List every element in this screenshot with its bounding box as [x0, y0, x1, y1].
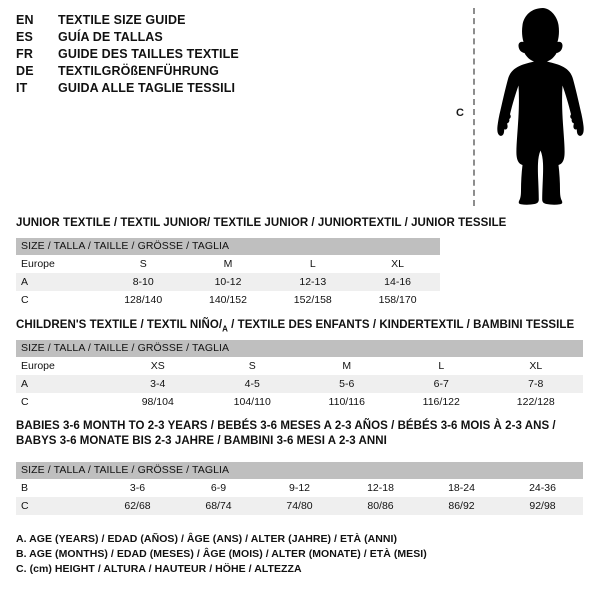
babies-cell: 18-24 [421, 479, 502, 497]
junior-row-label: Europe [16, 255, 101, 273]
babies-cell: 6-9 [178, 479, 259, 497]
babies-band-label: SIZE / TALLA / TAILLE / GRÖSSE / TAGLIA [16, 462, 583, 479]
height-measure-label: C [456, 107, 464, 119]
junior-cell: S [100, 255, 186, 273]
table-row: C 128/140 140/152 152/158 158/170 [16, 291, 440, 309]
junior-size-table: SIZE / TALLA / TAILLE / GRÖSSE / TAGLIA … [16, 238, 440, 309]
junior-cell: 14-16 [355, 273, 440, 291]
children-row-label: Europe [16, 357, 111, 375]
table-row: A 8-10 10-12 12-13 14-16 [16, 273, 440, 291]
babies-cell: 12-18 [340, 479, 421, 497]
children-title-post: / TEXTILE DES ENFANTS / KINDERTEXTIL / B… [227, 319, 575, 331]
language-title-block: EN TEXTILE SIZE GUIDE ES GUÍA DE TALLAS … [16, 12, 416, 97]
junior-cell: M [185, 255, 271, 273]
language-code: DE [16, 64, 34, 78]
babies-cell: 92/98 [502, 497, 583, 515]
language-title: TEXTILGRÖßENFÜHRUNG [58, 64, 219, 78]
height-dashed-line-icon [473, 8, 475, 206]
table-row: Europe XS S M L XL [16, 357, 583, 375]
table-row: C 98/104 104/110 110/116 116/122 122/128 [16, 393, 583, 411]
language-code: IT [16, 81, 28, 95]
babies-size-table: SIZE / TALLA / TAILLE / GRÖSSE / TAGLIA … [16, 462, 583, 515]
children-cell: L [394, 357, 489, 375]
children-section-title: CHILDREN'S TEXTILE / TEXTIL NIÑO/A / TEX… [16, 318, 574, 336]
language-row: IT GUIDA ALLE TAGLIE TESSILI [16, 80, 416, 97]
children-title-slash: / [218, 319, 223, 331]
babies-cell: 9-12 [259, 479, 340, 497]
children-row-label: C [16, 393, 111, 411]
legend-block: A. AGE (YEARS) / EDAD (AÑOS) / ÂGE (ANS)… [16, 532, 427, 577]
junior-section-title: JUNIOR TEXTILE / TEXTIL JUNIOR/ TEXTILE … [16, 217, 507, 229]
children-cell: M [299, 357, 394, 375]
babies-cell: 80/86 [340, 497, 421, 515]
babies-row-label: C [16, 497, 97, 515]
children-cell: 104/110 [205, 393, 300, 411]
junior-cell: XL [355, 255, 440, 273]
children-band-label: SIZE / TALLA / TAILLE / GRÖSSE / TAGLIA [16, 340, 583, 357]
toddler-silhouette-icon [497, 8, 584, 205]
babies-cell: 74/80 [259, 497, 340, 515]
table-row: B 3-6 6-9 9-12 12-18 18-24 24-36 [16, 479, 583, 497]
junior-cell: 158/170 [355, 291, 440, 309]
language-code: FR [16, 47, 34, 61]
junior-table-band-row: SIZE / TALLA / TAILLE / GRÖSSE / TAGLIA [16, 238, 440, 255]
language-row: EN TEXTILE SIZE GUIDE [16, 12, 416, 29]
babies-cell: 62/68 [97, 497, 178, 515]
table-row: A 3-4 4-5 5-6 6-7 7-8 [16, 375, 583, 393]
children-row-label: A [16, 375, 111, 393]
children-cell: 116/122 [394, 393, 489, 411]
babies-table-band-row: SIZE / TALLA / TAILLE / GRÖSSE / TAGLIA [16, 462, 583, 479]
children-cell: 4-5 [205, 375, 300, 393]
children-cell: 6-7 [394, 375, 489, 393]
language-title: TEXTILE SIZE GUIDE [58, 13, 186, 27]
language-code: EN [16, 13, 34, 27]
table-row: Europe S M L XL [16, 255, 440, 273]
language-title: GUIDE DES TAILLES TEXTILE [58, 47, 239, 61]
junior-cell: 8-10 [100, 273, 186, 291]
children-title-subscript: A [222, 324, 228, 334]
language-code: ES [16, 30, 34, 44]
junior-cell: 128/140 [100, 291, 186, 309]
table-row: C 62/68 68/74 74/80 80/86 86/92 92/98 [16, 497, 583, 515]
junior-cell: 12-13 [270, 273, 356, 291]
junior-cell: 152/158 [270, 291, 356, 309]
junior-band-label: SIZE / TALLA / TAILLE / GRÖSSE / TAGLIA [16, 238, 440, 255]
children-cell: 122/128 [488, 393, 583, 411]
children-cell: 5-6 [299, 375, 394, 393]
children-cell: XS [110, 357, 205, 375]
height-measure-figure: C [440, 0, 600, 215]
language-title: GUÍA DE TALLAS [58, 30, 163, 44]
children-title-pre: CHILDREN'S TEXTILE / TEXTIL NIÑO [16, 319, 219, 331]
junior-row-label: C [16, 291, 101, 309]
legend-row-b: B. AGE (MONTHS) / EDAD (MESES) / ÂGE (MO… [16, 548, 427, 560]
babies-row-label: B [16, 479, 97, 497]
children-cell: 7-8 [488, 375, 583, 393]
babies-cell: 3-6 [97, 479, 178, 497]
babies-cell: 24-36 [502, 479, 583, 497]
children-cell: S [205, 357, 300, 375]
junior-cell: L [270, 255, 356, 273]
junior-cell: 10-12 [185, 273, 271, 291]
children-table-band-row: SIZE / TALLA / TAILLE / GRÖSSE / TAGLIA [16, 340, 583, 357]
babies-cell: 68/74 [178, 497, 259, 515]
language-title: GUIDA ALLE TAGLIE TESSILI [58, 81, 236, 95]
babies-cell: 86/92 [421, 497, 502, 515]
children-cell: XL [488, 357, 583, 375]
children-cell: 110/116 [299, 393, 394, 411]
language-row: DE TEXTILGRÖßENFÜHRUNG [16, 63, 416, 80]
children-cell: 98/104 [110, 393, 205, 411]
language-row: FR GUIDE DES TAILLES TEXTILE [16, 46, 416, 63]
legend-row-c: C. (cm) HEIGHT / ALTURA / HAUTEUR / HÖHE… [16, 563, 302, 575]
children-size-table: SIZE / TALLA / TAILLE / GRÖSSE / TAGLIA … [16, 340, 583, 411]
junior-row-label: A [16, 273, 101, 291]
junior-cell: 140/152 [185, 291, 271, 309]
legend-row-a: A. AGE (YEARS) / EDAD (AÑOS) / ÂGE (ANS)… [16, 533, 398, 545]
children-cell: 3-4 [110, 375, 205, 393]
babies-section-title-line1: BABIES 3-6 MONTH TO 2-3 YEARS / BEBÉS 3-… [16, 420, 556, 432]
babies-section-title-line2: BABYS 3-6 MONATE BIS 2-3 JAHRE / BAMBINI… [16, 435, 387, 447]
language-row: ES GUÍA DE TALLAS [16, 29, 416, 46]
